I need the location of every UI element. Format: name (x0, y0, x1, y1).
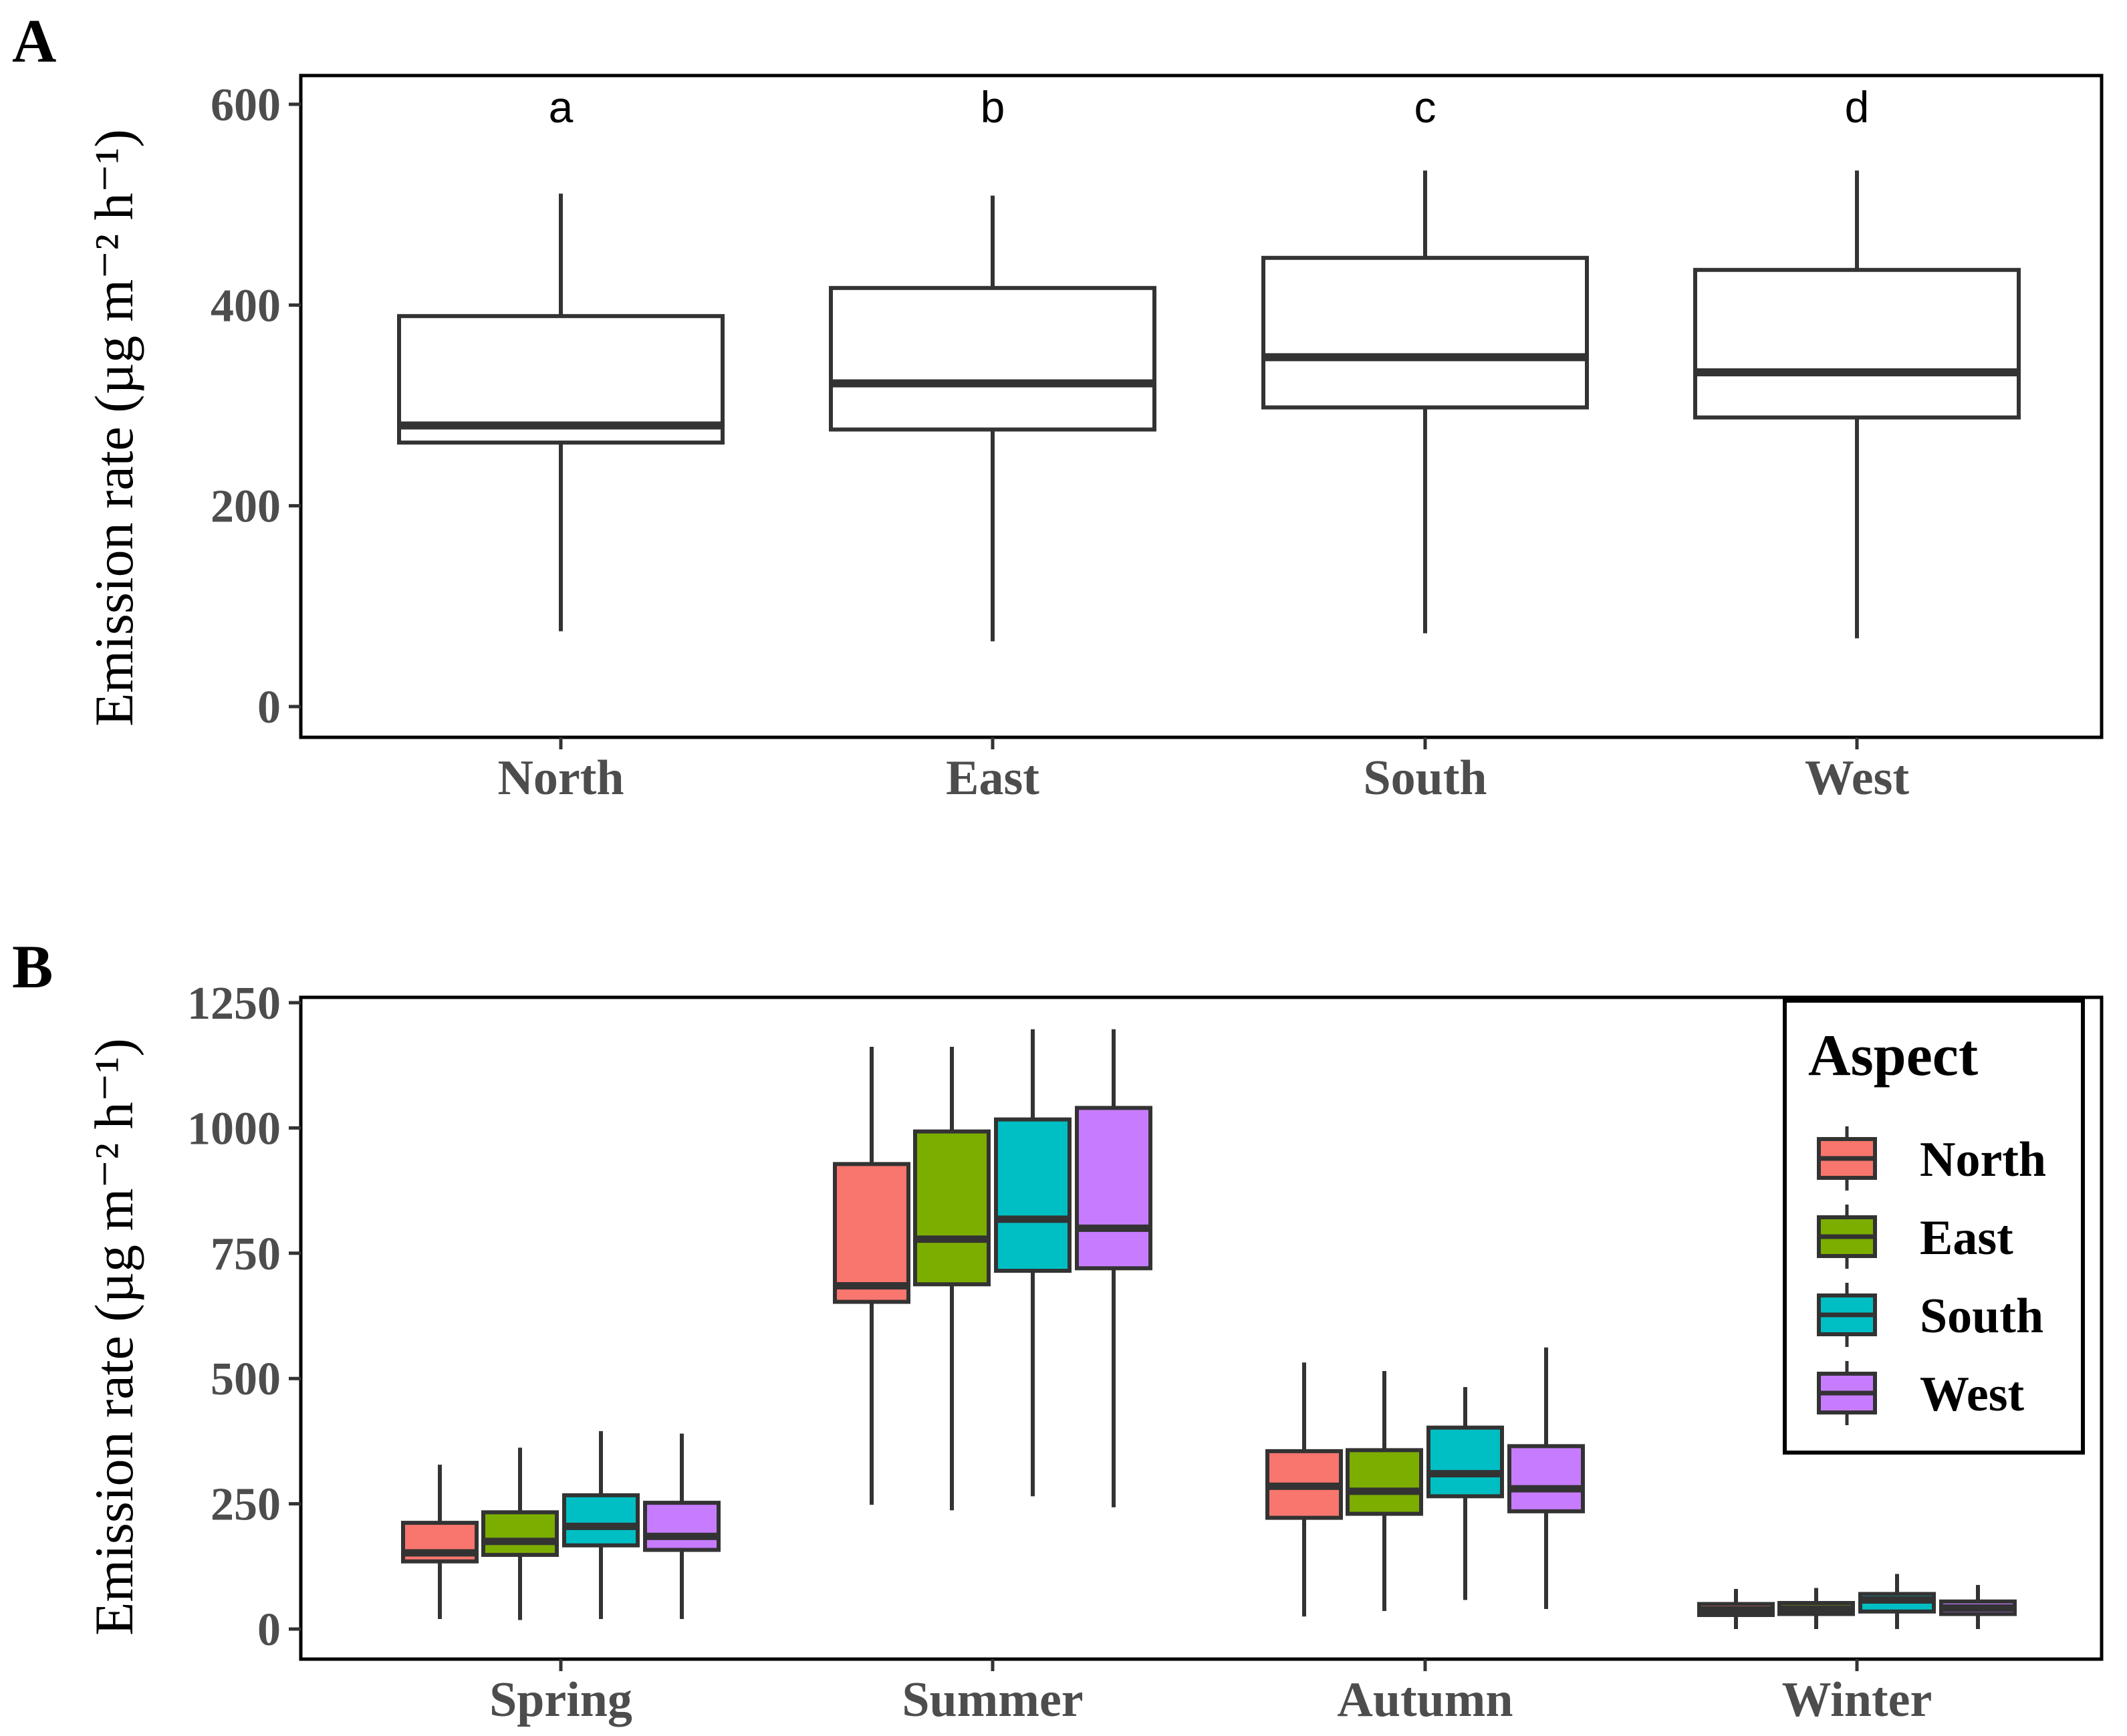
box-autumn-east (1346, 1370, 1423, 1612)
panel-a-plot-border (299, 74, 2104, 739)
iqr-box (397, 314, 725, 445)
legend-item-label: North (1920, 1132, 2046, 1187)
iqr-box (1346, 1448, 1423, 1516)
legend-title: Aspect (1808, 1023, 1978, 1088)
panel-b-y-tick-label: 1250 (187, 978, 281, 1029)
legend-item-label: South (1920, 1289, 2043, 1344)
box-winter-east (1777, 1588, 1855, 1629)
legend-item-west: West (1817, 1361, 2025, 1425)
panel-b-x-tick-label: Spring (489, 1672, 632, 1727)
panel-a-label: A (12, 7, 56, 75)
box-spring-south (562, 1431, 640, 1620)
box-spring-west (643, 1433, 721, 1620)
panel-b-x-tick-label: Summer (902, 1672, 1083, 1727)
panel-a-x-tick-label: South (1363, 751, 1487, 805)
significance-letter: a (549, 82, 574, 132)
iqr-box (829, 285, 1156, 432)
box-winter-north (1697, 1589, 1775, 1629)
box-autumn-west (1507, 1347, 1585, 1610)
panel-b-y-tick-label: 250 (211, 1479, 281, 1531)
panel-b-y-axis-label: Emission rate (µg m⁻² h⁻¹) (84, 1038, 144, 1636)
panel-a: A Emission rate (µg m⁻² h⁻¹) 0200400600 … (12, 7, 2104, 805)
legend: Aspect North East South West (1783, 999, 2085, 1455)
panel-b-x-tick-label: Autumn (1337, 1672, 1513, 1727)
iqr-box (481, 1510, 559, 1558)
panel-a-x-tick-label: North (497, 751, 624, 805)
box-summer-east (913, 1046, 991, 1511)
panel-b-y-tick-label: 750 (211, 1229, 281, 1280)
box-north (397, 193, 725, 632)
significance-letter: d (1845, 82, 1870, 132)
box-winter-west (1939, 1585, 2017, 1629)
panel-b-plot-border (299, 995, 2104, 1661)
panel-a-boxes (397, 170, 2021, 642)
iqr-box (1693, 267, 2021, 420)
panel-a-y-tick-label: 200 (211, 481, 281, 533)
box-summer-west (1075, 1029, 1152, 1507)
legend-items: North East South West (1817, 1126, 2046, 1425)
iqr-box (913, 1129, 991, 1287)
panel-a-y-axis-label: Emission rate (µg m⁻² h⁻¹) (84, 129, 144, 727)
legend-item-south: South (1817, 1283, 2043, 1347)
panel-a-x-axis: North East South West (497, 737, 1909, 805)
significance-letter: c (1414, 82, 1436, 132)
legend-item-label: East (1920, 1211, 2013, 1265)
box-autumn-south (1426, 1386, 1504, 1600)
iqr-box (1075, 1106, 1152, 1271)
iqr-box (1426, 1425, 1504, 1499)
panel-a-y-tick-label: 600 (211, 80, 281, 131)
panel-a-y-tick-label: 400 (211, 280, 281, 332)
panel-a-x-tick-label: East (946, 751, 1039, 805)
iqr-box (994, 1117, 1072, 1273)
box-summer-south (994, 1029, 1072, 1497)
iqr-box (643, 1501, 721, 1552)
box-autumn-north (1265, 1362, 1343, 1617)
box-west (1693, 170, 2021, 638)
iqr-box (562, 1493, 640, 1547)
panel-b-y-tick-label: 500 (211, 1354, 281, 1405)
box-summer-north (833, 1046, 910, 1505)
box-spring-east (481, 1447, 559, 1620)
panel-a-x-tick-label: West (1805, 751, 1910, 805)
panel-b-y-axis: 0 250 500 750 1000 1250 (187, 978, 301, 1656)
iqr-box (1507, 1444, 1585, 1513)
box-spring-north (401, 1465, 479, 1620)
panel-a-significance-letters: a b c d (549, 82, 1870, 132)
box-east (829, 195, 1156, 642)
box-south (1261, 170, 1589, 634)
panel-b: B Emission rate (µg m⁻² h⁻¹) 0 250 500 750 1… (12, 933, 2104, 1727)
panel-b-x-tick-label: Winter (1782, 1672, 1932, 1727)
panel-b-x-axis: Spring Summer Autumn Winter (489, 1659, 1932, 1727)
panel-b-y-tick-label: 1000 (187, 1103, 281, 1154)
iqr-box (833, 1162, 910, 1304)
box-winter-south (1858, 1574, 1936, 1629)
iqr-box (1261, 255, 1589, 410)
legend-item-north: North (1817, 1126, 2046, 1191)
panel-b-y-tick-label: 0 (257, 1604, 281, 1656)
legend-item-east: East (1817, 1205, 2013, 1269)
significance-letter: b (981, 82, 1005, 132)
panel-b-label: B (12, 933, 53, 1001)
legend-item-label: West (1920, 1367, 2025, 1422)
panel-b-boxes (401, 1029, 2017, 1629)
panel-a-y-tick-label: 0 (257, 682, 281, 733)
panel-a-y-axis: 0 200 400 600 (211, 80, 301, 733)
